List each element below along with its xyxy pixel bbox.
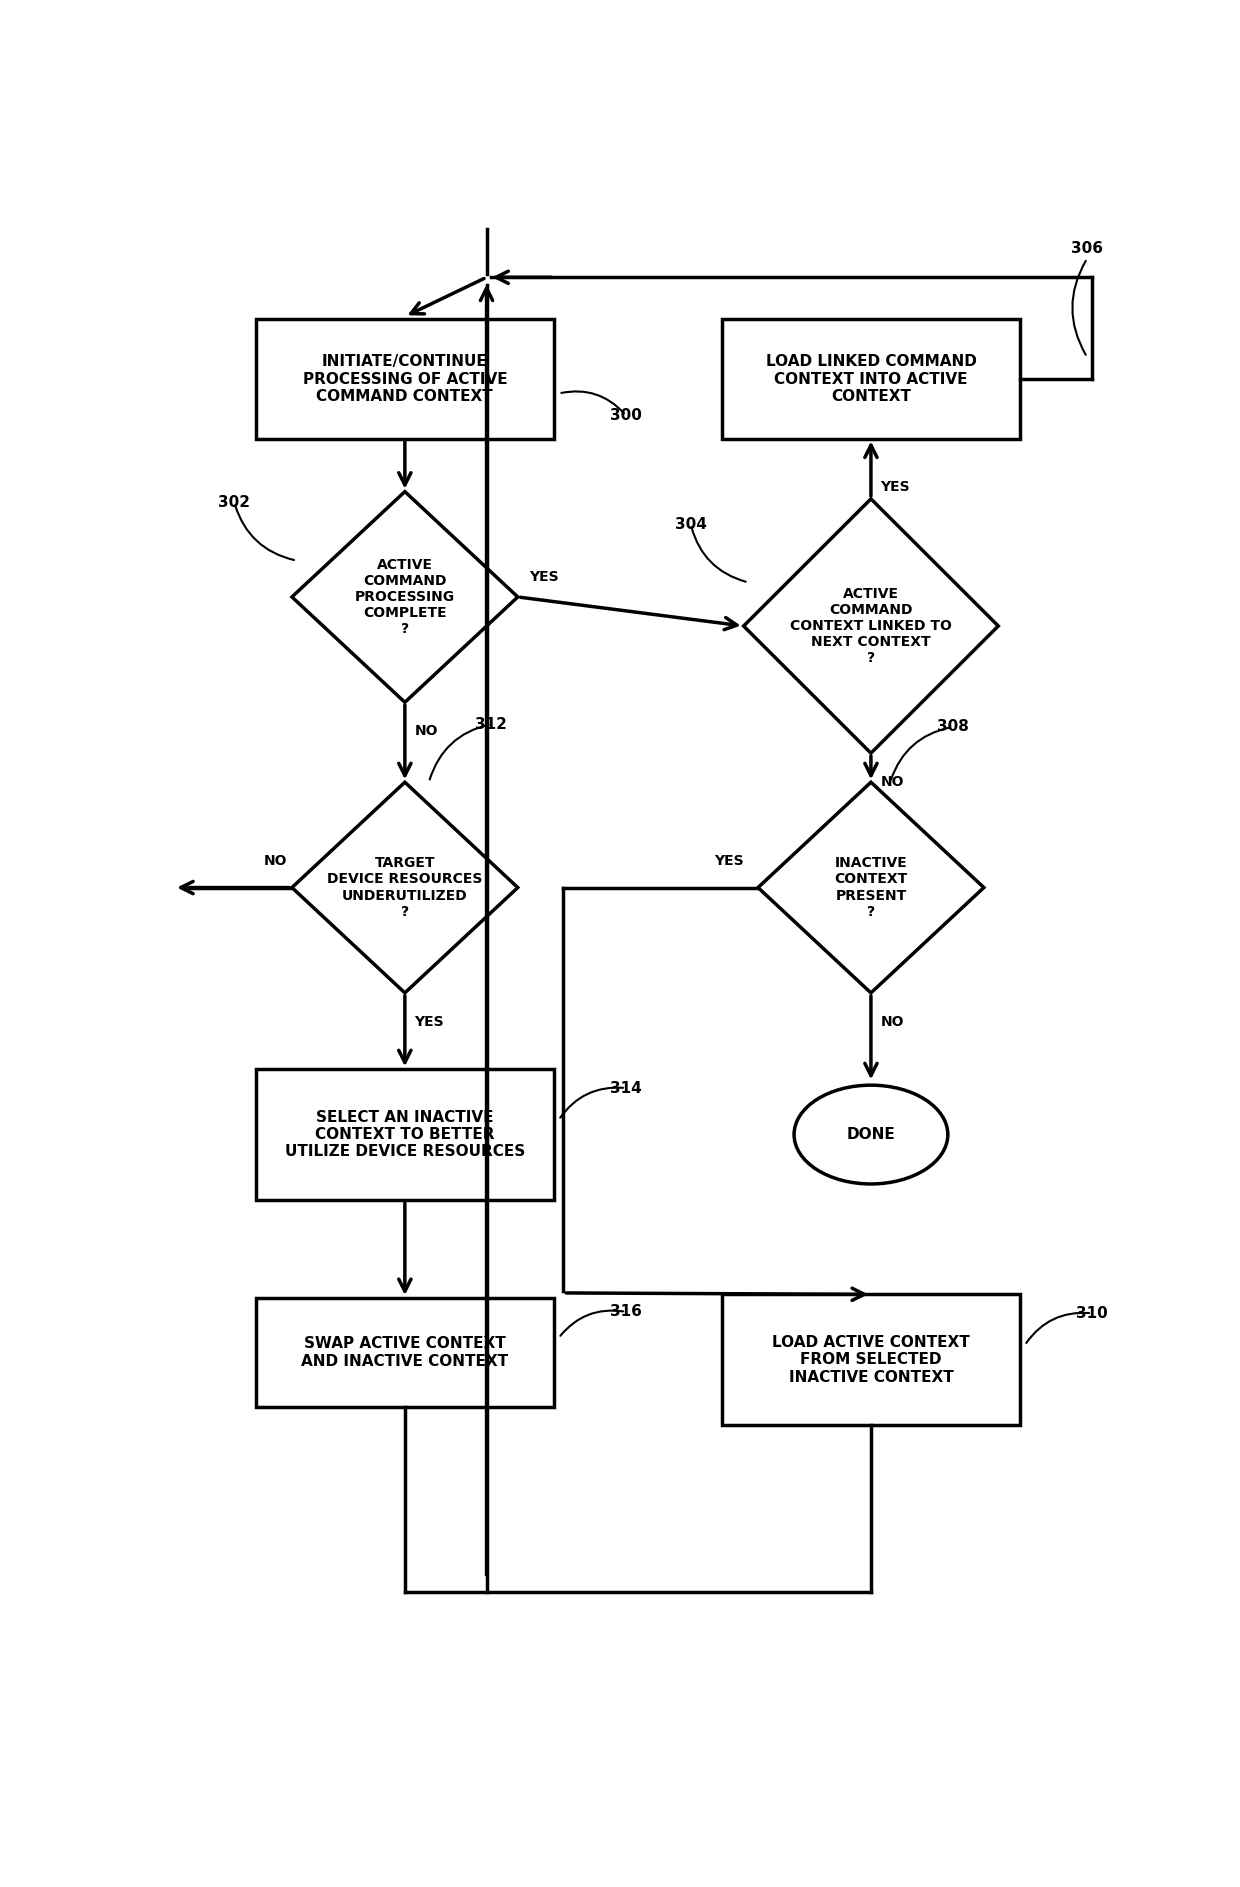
FancyBboxPatch shape: [722, 319, 1019, 438]
Text: 304: 304: [675, 517, 707, 532]
Text: YES: YES: [529, 570, 559, 583]
FancyBboxPatch shape: [255, 1070, 554, 1200]
Text: YES: YES: [414, 1015, 444, 1028]
Ellipse shape: [794, 1085, 947, 1183]
Text: NO: NO: [264, 855, 288, 868]
Text: INACTIVE
CONTEXT
PRESENT
?: INACTIVE CONTEXT PRESENT ?: [835, 857, 908, 919]
Text: INITIATE/CONTINUE
PROCESSING OF ACTIVE
COMMAND CONTEXT: INITIATE/CONTINUE PROCESSING OF ACTIVE C…: [303, 355, 507, 404]
Text: ACTIVE
COMMAND
CONTEXT LINKED TO
NEXT CONTEXT
?: ACTIVE COMMAND CONTEXT LINKED TO NEXT CO…: [790, 587, 952, 666]
Text: 314: 314: [610, 1081, 642, 1096]
Text: YES: YES: [880, 481, 910, 494]
Text: LOAD LINKED COMMAND
CONTEXT INTO ACTIVE
CONTEXT: LOAD LINKED COMMAND CONTEXT INTO ACTIVE …: [765, 355, 976, 404]
Text: 310: 310: [1076, 1306, 1107, 1321]
Polygon shape: [291, 493, 518, 702]
Text: 308: 308: [936, 719, 968, 734]
Text: NO: NO: [414, 725, 438, 738]
Polygon shape: [758, 783, 983, 993]
Text: 312: 312: [475, 717, 507, 732]
Text: LOAD ACTIVE CONTEXT
FROM SELECTED
INACTIVE CONTEXT: LOAD ACTIVE CONTEXT FROM SELECTED INACTI…: [773, 1334, 970, 1385]
Text: NO: NO: [880, 1015, 904, 1028]
Text: ACTIVE
COMMAND
PROCESSING
COMPLETE
?: ACTIVE COMMAND PROCESSING COMPLETE ?: [355, 557, 455, 636]
Text: NO: NO: [880, 776, 904, 789]
FancyBboxPatch shape: [255, 319, 554, 438]
Text: 302: 302: [218, 494, 250, 509]
Text: SWAP ACTIVE CONTEXT
AND INACTIVE CONTEXT: SWAP ACTIVE CONTEXT AND INACTIVE CONTEXT: [301, 1336, 508, 1368]
Text: 300: 300: [610, 408, 642, 423]
Text: DONE: DONE: [847, 1127, 895, 1142]
Text: 306: 306: [1071, 242, 1104, 257]
Text: 316: 316: [610, 1304, 642, 1319]
Polygon shape: [744, 498, 998, 753]
FancyBboxPatch shape: [722, 1294, 1019, 1425]
Text: SELECT AN INACTIVE
CONTEXT TO BETTER
UTILIZE DEVICE RESOURCES: SELECT AN INACTIVE CONTEXT TO BETTER UTI…: [285, 1110, 525, 1159]
FancyBboxPatch shape: [255, 1298, 554, 1408]
Text: TARGET
DEVICE RESOURCES
UNDERUTILIZED
?: TARGET DEVICE RESOURCES UNDERUTILIZED ?: [327, 857, 482, 919]
Text: YES: YES: [714, 855, 744, 868]
Polygon shape: [291, 783, 518, 993]
